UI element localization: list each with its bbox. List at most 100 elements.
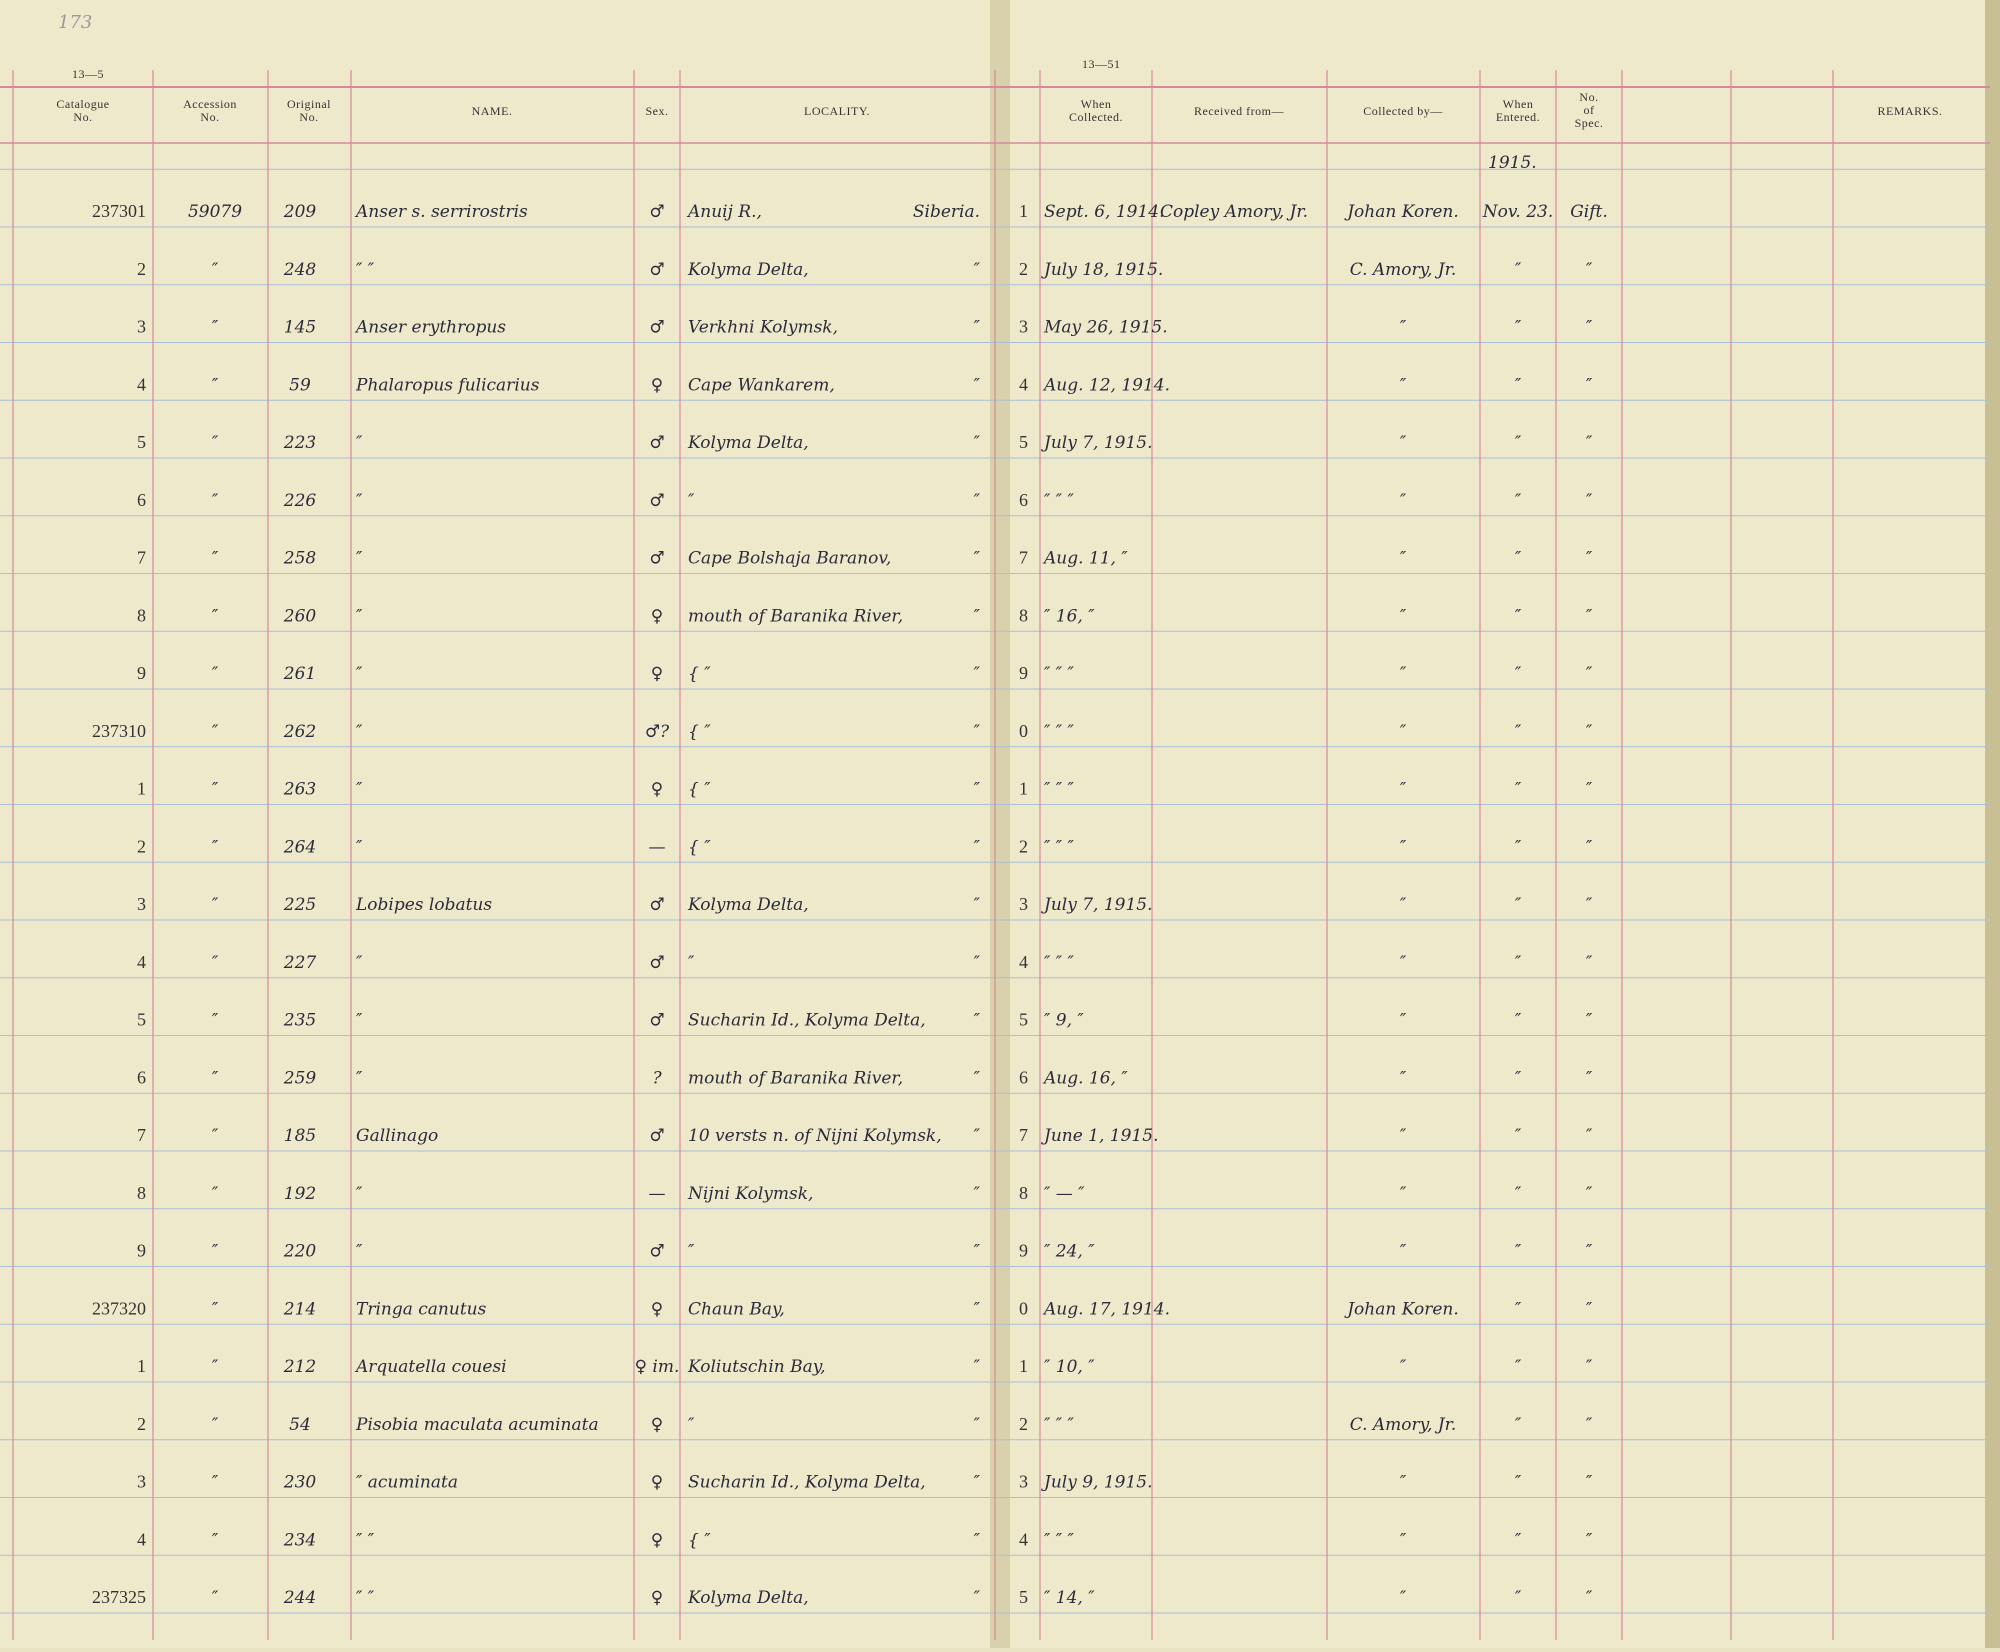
sex-cell: ♀: [651, 1299, 663, 1319]
line-cell: 1: [1019, 1356, 1028, 1376]
collected-cell: ″ 9, ″: [1044, 1011, 1084, 1031]
collected-by-cell: ″: [1400, 837, 1407, 857]
collected-cell: June 1, 1915.: [1041, 1126, 1158, 1146]
line-cell: 9: [1019, 663, 1028, 683]
sex-cell: ♀: [651, 780, 663, 800]
name-cell: ″: [356, 1068, 363, 1088]
column-header: No.: [299, 110, 318, 124]
region-cell: ″: [974, 1299, 981, 1319]
catalogue-cell: 2: [137, 1414, 146, 1434]
catalogue-cell: 3: [137, 317, 146, 337]
gutter: [990, 0, 1010, 1648]
entered-cell: ″: [1515, 375, 1522, 395]
collected-by-cell: ″: [1400, 1242, 1407, 1262]
collected-by-cell: ″: [1400, 433, 1407, 453]
name-cell: ″ acuminata: [356, 1473, 458, 1493]
region-cell: ″: [974, 1126, 981, 1146]
name-cell: ″ ″: [356, 1530, 375, 1550]
sex-cell: ♂: [649, 1242, 664, 1262]
column-header: When: [1503, 97, 1534, 111]
collected-cell: July 18, 1915.: [1041, 260, 1163, 280]
locality-cell: mouth of Baranika River,: [688, 606, 903, 626]
line-cell: 4: [1019, 374, 1028, 394]
accession-cell: ″: [212, 1126, 219, 1146]
entered-cell: ″: [1515, 1011, 1522, 1031]
catalogue-cell: 9: [137, 1241, 146, 1261]
region-cell: ″: [974, 722, 981, 742]
name-cell: ″: [356, 953, 363, 973]
received-from-cell: Copley Amory, Jr.: [1160, 202, 1308, 222]
line-cell: 3: [1019, 1472, 1028, 1492]
specimens-cell: ″: [1586, 606, 1593, 626]
specimens-cell: ″: [1586, 491, 1593, 511]
name-cell: Lobipes lobatus: [355, 895, 492, 915]
column-header: Catalogue: [56, 97, 109, 111]
sex-cell: ♀: [651, 1473, 663, 1493]
sex-cell: ♂: [649, 318, 664, 338]
locality-cell: Kolyma Delta,: [687, 895, 809, 915]
collected-by-cell: ″: [1400, 606, 1407, 626]
region-cell: Siberia.: [913, 202, 980, 222]
accession-cell: ″: [212, 953, 219, 973]
line-cell: 2: [1019, 836, 1028, 856]
entered-cell: ″: [1515, 1415, 1522, 1435]
name-cell: ″ ″: [356, 1588, 375, 1608]
line-cell: 1: [1019, 201, 1028, 221]
entered-cell: ″: [1515, 260, 1522, 280]
column-header: Original: [287, 97, 331, 111]
collected-by-cell: ″: [1400, 375, 1407, 395]
sex-cell: ♂: [649, 1011, 664, 1031]
line-cell: 0: [1019, 1298, 1028, 1318]
catalogue-cell: 237325: [92, 1587, 146, 1607]
catalogue-cell: 4: [137, 952, 146, 972]
line-cell: 3: [1019, 894, 1028, 914]
locality-cell: { ″: [688, 780, 711, 800]
sex-cell: ♀: [651, 1530, 663, 1550]
name-cell: ″: [356, 722, 363, 742]
original-cell: 220: [283, 1242, 317, 1262]
name-cell: ″: [356, 837, 363, 857]
accession-cell: ″: [212, 1299, 219, 1319]
line-cell: 5: [1019, 1010, 1028, 1030]
collected-by-cell: ″: [1400, 1184, 1407, 1204]
catalogue-cell: 3: [137, 1472, 146, 1492]
catalogue-cell: 237310: [92, 721, 146, 741]
entered-cell: ″: [1515, 1242, 1522, 1262]
region-cell: ″: [974, 1588, 981, 1608]
region-cell: ″: [974, 549, 981, 569]
catalogue-cell: 4: [137, 374, 146, 394]
line-cell: 2: [1019, 1414, 1028, 1434]
accession-cell: ″: [212, 433, 219, 453]
specimens-cell: ″: [1586, 375, 1593, 395]
accession-cell: ″: [212, 549, 219, 569]
name-cell: ″: [356, 491, 363, 511]
region-cell: ″: [974, 1473, 981, 1493]
year-note: 1915.: [1488, 153, 1537, 173]
original-cell: 54: [289, 1415, 311, 1435]
sex-cell: ♂: [649, 895, 664, 915]
name-cell: Pisobia maculata acuminata: [355, 1415, 599, 1435]
original-cell: 230: [283, 1473, 317, 1493]
original-cell: 192: [284, 1184, 316, 1204]
column-header: No.: [73, 110, 92, 124]
entered-cell: ″: [1515, 433, 1522, 453]
collected-cell: Sept. 6, 1914.: [1044, 202, 1165, 222]
region-cell: ″: [974, 491, 981, 511]
entered-cell: ″: [1515, 606, 1522, 626]
locality-cell: Sucharin Id., Kolyma Delta,: [688, 1473, 926, 1493]
line-cell: 0: [1019, 721, 1028, 741]
collected-cell: ″ — ″: [1044, 1184, 1085, 1204]
collected-by-cell: ″: [1400, 1473, 1407, 1493]
accession-cell: ″: [212, 1011, 219, 1031]
region-cell: ″: [974, 1068, 981, 1088]
collected-cell: ″ ″ ″: [1044, 953, 1075, 973]
locality-cell: Kolyma Delta,: [687, 1588, 809, 1608]
specimens-cell: ″: [1586, 1126, 1593, 1146]
original-cell: 260: [283, 606, 317, 626]
sex-cell: ♂: [649, 549, 664, 569]
collected-cell: July 7, 1915.: [1041, 895, 1153, 915]
column-header: Collected.: [1069, 110, 1123, 124]
page-number: 173: [58, 12, 92, 33]
catalogue-cell: 7: [137, 1125, 146, 1145]
